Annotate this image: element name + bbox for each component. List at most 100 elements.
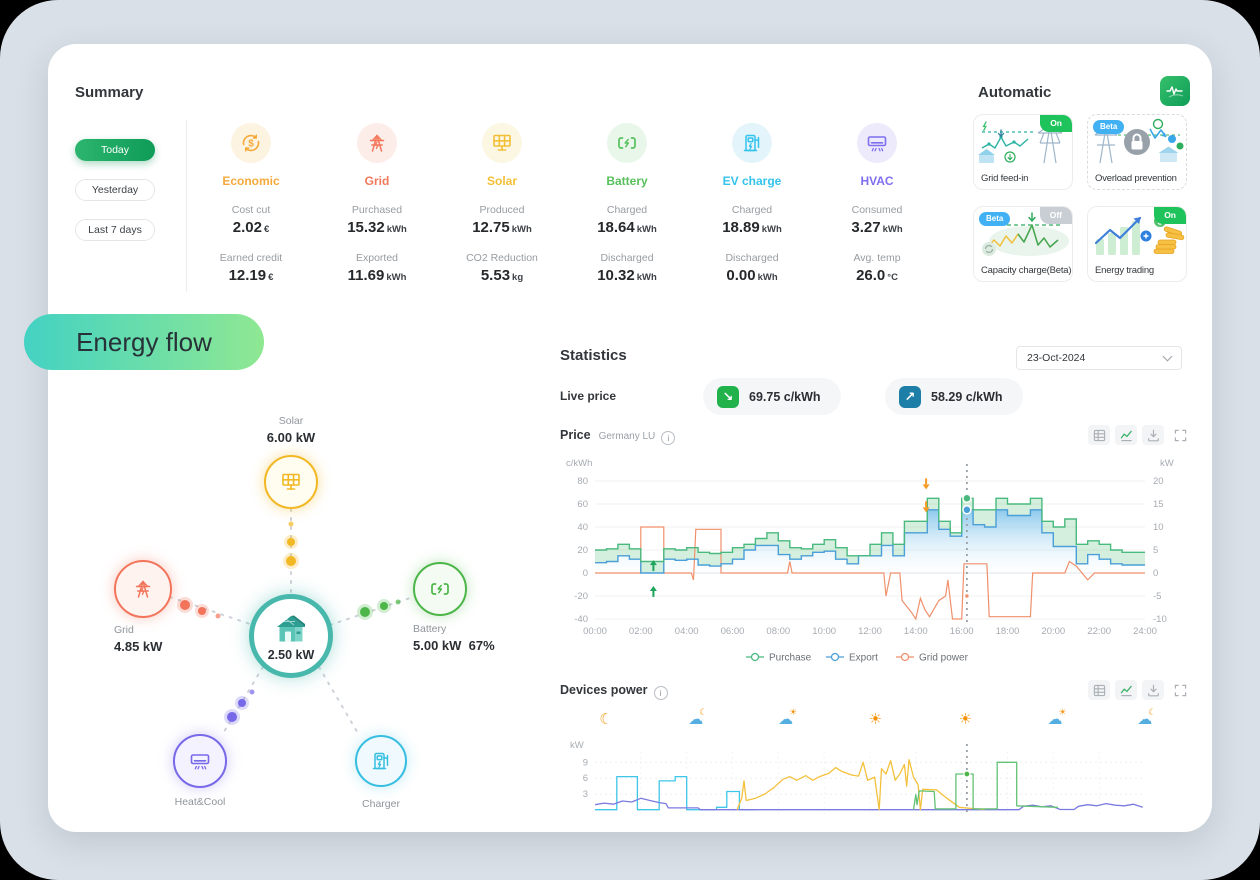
- moon-icon: ☾: [599, 711, 613, 728]
- card-illustration: [974, 209, 1072, 259]
- table-view-button[interactable]: [1088, 680, 1110, 700]
- svg-text:08:00: 08:00: [766, 626, 790, 637]
- solar-panel-icon: [279, 470, 303, 494]
- svg-text:kW: kW: [570, 740, 584, 751]
- svg-text:00:00: 00:00: [583, 626, 607, 637]
- beta-badge: Beta: [979, 212, 1011, 226]
- card-label: Overload prevention: [1095, 173, 1177, 184]
- solar-node[interactable]: [264, 455, 318, 509]
- category-label: HVAC: [860, 174, 894, 188]
- price-chart-title: Price Germany LU: [560, 428, 676, 445]
- metric-label: Cost cut: [231, 204, 271, 216]
- svg-text:06:00: 06:00: [721, 626, 745, 637]
- battery-icon: [607, 123, 647, 163]
- grid-node[interactable]: [114, 560, 172, 618]
- svg-text:0: 0: [1153, 568, 1158, 579]
- svg-text:18:00: 18:00: [996, 626, 1020, 637]
- svg-text:5: 5: [1153, 545, 1158, 556]
- price-region-label: Germany LU: [598, 431, 656, 442]
- svg-text:3: 3: [583, 789, 588, 800]
- svg-text:20: 20: [1153, 476, 1164, 487]
- summary-category-grid: Grid Purchased 15.32 kWh Exported 11.69 kWh: [315, 123, 439, 284]
- metric-value: 11.69 kWh: [347, 267, 407, 284]
- house-icon: [271, 611, 311, 647]
- metric-label: Exported: [355, 252, 399, 264]
- metric-label: Earned credit: [219, 252, 283, 264]
- card-label: Energy trading: [1095, 265, 1154, 276]
- table-view-button[interactable]: [1088, 425, 1110, 445]
- economic-icon: $: [231, 123, 271, 163]
- metric-unit: €: [268, 272, 274, 283]
- metric-unit: kWh: [636, 224, 657, 235]
- battery-node[interactable]: [413, 562, 467, 616]
- time-filter-last-7-days[interactable]: Last 7 days: [75, 219, 155, 241]
- automatic-card-capacity-charge-beta-[interactable]: Off Beta Capacity charge(Beta): [973, 206, 1073, 282]
- price-chart[interactable]: 80 60 40 20 0 -20 -40 20 15 10 5 0 -5 -10 c/kWh kW 00:00…: [560, 452, 1190, 670]
- hvac-icon: [857, 123, 897, 163]
- download-button[interactable]: [1142, 425, 1164, 445]
- state-badge: On: [1154, 207, 1186, 224]
- hvac-icon: [188, 749, 212, 773]
- state-badge: Off: [1039, 207, 1072, 224]
- app-logo-icon[interactable]: [1160, 76, 1190, 106]
- automatic-card-grid-feed-in[interactable]: On Grid feed-in: [973, 114, 1073, 190]
- category-label: EV charge: [722, 174, 782, 188]
- download-button[interactable]: [1142, 680, 1164, 700]
- metric-value: 18.89 kWh: [722, 219, 782, 236]
- date-select[interactable]: 23-Oct-2024: [1016, 346, 1182, 370]
- metric-unit: kWh: [636, 272, 657, 283]
- automatic-card-energy-trading[interactable]: $On Energy trading: [1087, 206, 1187, 282]
- automatic-card-overload-prevention[interactable]: Beta Overload prevention: [1087, 114, 1187, 190]
- heatcool-node[interactable]: [173, 734, 227, 788]
- metric-unit: kWh: [511, 224, 532, 235]
- category-label: Solar: [486, 174, 517, 188]
- cloud-sun-icon: ☀ ☁: [1047, 707, 1067, 728]
- grid-tower-icon: [357, 123, 397, 163]
- home-node[interactable]: 2.50 kW: [249, 594, 333, 678]
- battery-icon: [428, 577, 452, 601]
- time-filter-today[interactable]: Today: [75, 139, 155, 161]
- time-filter-yesterday[interactable]: Yesterday: [75, 179, 155, 201]
- summary-divider: [186, 120, 187, 292]
- metric-unit: kWh: [882, 224, 903, 235]
- svg-text:-10: -10: [1153, 614, 1167, 625]
- svg-text:6: 6: [583, 773, 588, 784]
- metric-label: Purchased: [351, 204, 403, 216]
- metric-unit: °C: [887, 272, 898, 283]
- sun-icon: ☀: [868, 711, 883, 728]
- svg-text:20: 20: [577, 545, 588, 556]
- info-icon[interactable]: [653, 686, 668, 700]
- metric-value: 15.32 kWh: [347, 219, 407, 236]
- metric-unit: €: [263, 224, 270, 235]
- info-icon[interactable]: [661, 431, 676, 445]
- category-label: Economic: [222, 174, 280, 188]
- expand-button[interactable]: [1169, 425, 1191, 445]
- summary-category-solar: Solar Produced 12.75 kWh CO2 Reduction 5.53 kg: [440, 123, 564, 284]
- devices-chart-title: Devices power: [560, 683, 668, 700]
- live-price-pill-2[interactable]: ↗ 58.29 c/kWh: [885, 378, 1023, 415]
- metric-value: 26.0 °C: [856, 267, 898, 284]
- price-chart-toolbar: [1088, 425, 1191, 445]
- charger-node[interactable]: [355, 735, 407, 787]
- statistics-title: Statistics: [560, 347, 627, 364]
- live-price-pill-1[interactable]: ↘ 69.75 c/kWh: [703, 378, 841, 415]
- battery-soc: 67%: [468, 638, 495, 653]
- trend-up-icon: ↗: [899, 385, 921, 408]
- ev-charger-icon: [732, 123, 772, 163]
- solar-panel-icon: [482, 123, 522, 163]
- line-chart-button[interactable]: [1115, 425, 1137, 445]
- metric-label: Discharged: [600, 252, 654, 264]
- card-illustration: $: [1088, 209, 1186, 259]
- metric-value: 12.75 kWh: [472, 219, 532, 236]
- beta-badge: Beta: [1093, 120, 1125, 134]
- expand-button[interactable]: [1169, 680, 1191, 700]
- svg-text:15: 15: [1153, 499, 1164, 510]
- svg-text:14:00: 14:00: [904, 626, 928, 637]
- devices-power-chart[interactable]: 3 6 9 kW: [560, 738, 1190, 832]
- svg-text:16:00: 16:00: [950, 626, 974, 637]
- grid-node-label: Grid 4.85 kW: [114, 624, 163, 654]
- line-chart-button[interactable]: [1115, 680, 1137, 700]
- metric-label: Charged: [606, 204, 648, 216]
- svg-text:Grid power: Grid power: [919, 653, 969, 664]
- metric-label: Avg. temp: [853, 252, 901, 264]
